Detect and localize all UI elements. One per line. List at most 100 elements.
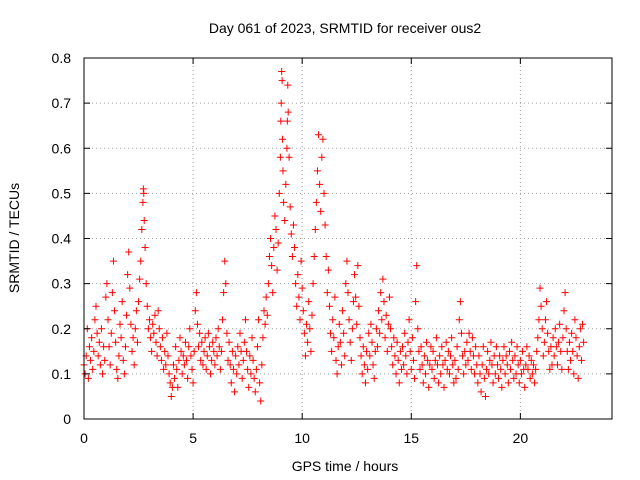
data-point-marker (199, 361, 207, 369)
data-point-marker (284, 81, 292, 89)
data-point-marker (260, 307, 268, 315)
data-point-marker (117, 334, 125, 342)
data-point-marker (99, 370, 107, 378)
data-point-marker (388, 343, 396, 351)
data-point-marker (257, 397, 265, 405)
y-tick-label: 0.2 (52, 321, 72, 337)
data-point-marker (141, 244, 149, 252)
data-point-marker (336, 338, 344, 346)
data-point-marker (565, 338, 573, 346)
data-point-marker (193, 320, 201, 328)
data-point-marker (192, 289, 200, 297)
data-point-marker (459, 352, 467, 360)
y-tick-label: 0.3 (52, 276, 72, 292)
data-point-marker (181, 338, 189, 346)
data-point-marker (353, 320, 361, 328)
data-point-marker (409, 356, 417, 364)
data-point-marker (452, 374, 460, 382)
data-point-marker (222, 280, 230, 288)
data-point-marker (249, 356, 257, 364)
data-point-marker (213, 352, 221, 360)
data-point-marker (156, 343, 164, 351)
data-point-marker (105, 343, 113, 351)
data-point-marker (174, 383, 182, 391)
data-point-marker (551, 325, 559, 333)
data-point-marker (562, 325, 570, 333)
data-point-marker (421, 370, 429, 378)
data-point-marker (167, 392, 175, 400)
data-point-marker (139, 198, 147, 206)
data-point-marker (299, 307, 307, 315)
data-point-marker (539, 352, 547, 360)
data-point-marker (367, 320, 375, 328)
data-point-marker (307, 347, 315, 355)
data-point-marker (430, 374, 438, 382)
data-point-marker (437, 370, 445, 378)
data-point-marker (504, 379, 512, 387)
data-point-marker (575, 343, 583, 351)
data-point-marker (164, 352, 172, 360)
data-point-marker (95, 338, 103, 346)
data-point-marker (229, 365, 237, 373)
data-point-marker (558, 365, 566, 373)
data-point-marker (316, 180, 324, 188)
data-point-marker (312, 198, 320, 206)
data-point-marker (96, 361, 104, 369)
data-point-marker (162, 361, 170, 369)
data-point-marker (109, 257, 117, 265)
data-point-marker (524, 365, 532, 373)
data-point-marker (438, 343, 446, 351)
data-point-marker (92, 302, 100, 310)
data-point-marker (104, 316, 112, 324)
data-point-marker (234, 343, 242, 351)
data-point-marker (425, 383, 433, 391)
data-point-marker (102, 293, 110, 301)
data-point-marker (474, 379, 482, 387)
data-point-marker (511, 352, 519, 360)
data-point-marker (294, 271, 302, 279)
data-point-marker (329, 316, 337, 324)
data-point-marker (301, 352, 309, 360)
data-point-marker (535, 316, 543, 324)
data-point-marker (515, 379, 523, 387)
data-point-marker (157, 356, 165, 364)
data-point-marker (502, 352, 510, 360)
data-point-marker (426, 361, 434, 369)
data-point-marker (121, 343, 129, 351)
data-point-marker (317, 207, 325, 215)
x-tick-label: 0 (80, 430, 88, 446)
data-point-marker (483, 365, 491, 373)
data-point-marker (272, 225, 280, 233)
y-tick-label: 0.8 (52, 50, 72, 66)
data-point-marker (368, 338, 376, 346)
data-point-marker (341, 352, 349, 360)
data-point-marker (330, 334, 338, 342)
data-point-marker (424, 356, 432, 364)
data-point-marker (432, 334, 440, 342)
data-point-marker (332, 356, 340, 364)
data-point-marker (389, 361, 397, 369)
data-point-marker (441, 356, 449, 364)
data-point-marker (200, 347, 208, 355)
data-point-marker (274, 239, 282, 247)
data-point-marker (251, 388, 259, 396)
data-point-marker (166, 379, 174, 387)
data-point-marker (342, 280, 350, 288)
data-point-marker (205, 343, 213, 351)
data-point-marker (150, 329, 158, 337)
data-point-marker (127, 320, 135, 328)
data-point-marker (227, 379, 235, 387)
data-point-marker (309, 280, 317, 288)
data-point-marker (436, 352, 444, 360)
data-point-marker (463, 338, 471, 346)
data-point-marker (501, 370, 509, 378)
data-point-marker (462, 361, 470, 369)
data-point-marker (126, 284, 134, 292)
data-point-marker (564, 365, 572, 373)
data-point-marker (239, 356, 247, 364)
data-point-marker (360, 361, 368, 369)
data-point-marker (569, 347, 577, 355)
data-point-marker (107, 329, 115, 337)
data-point-marker (186, 325, 194, 333)
data-point-marker (491, 370, 499, 378)
